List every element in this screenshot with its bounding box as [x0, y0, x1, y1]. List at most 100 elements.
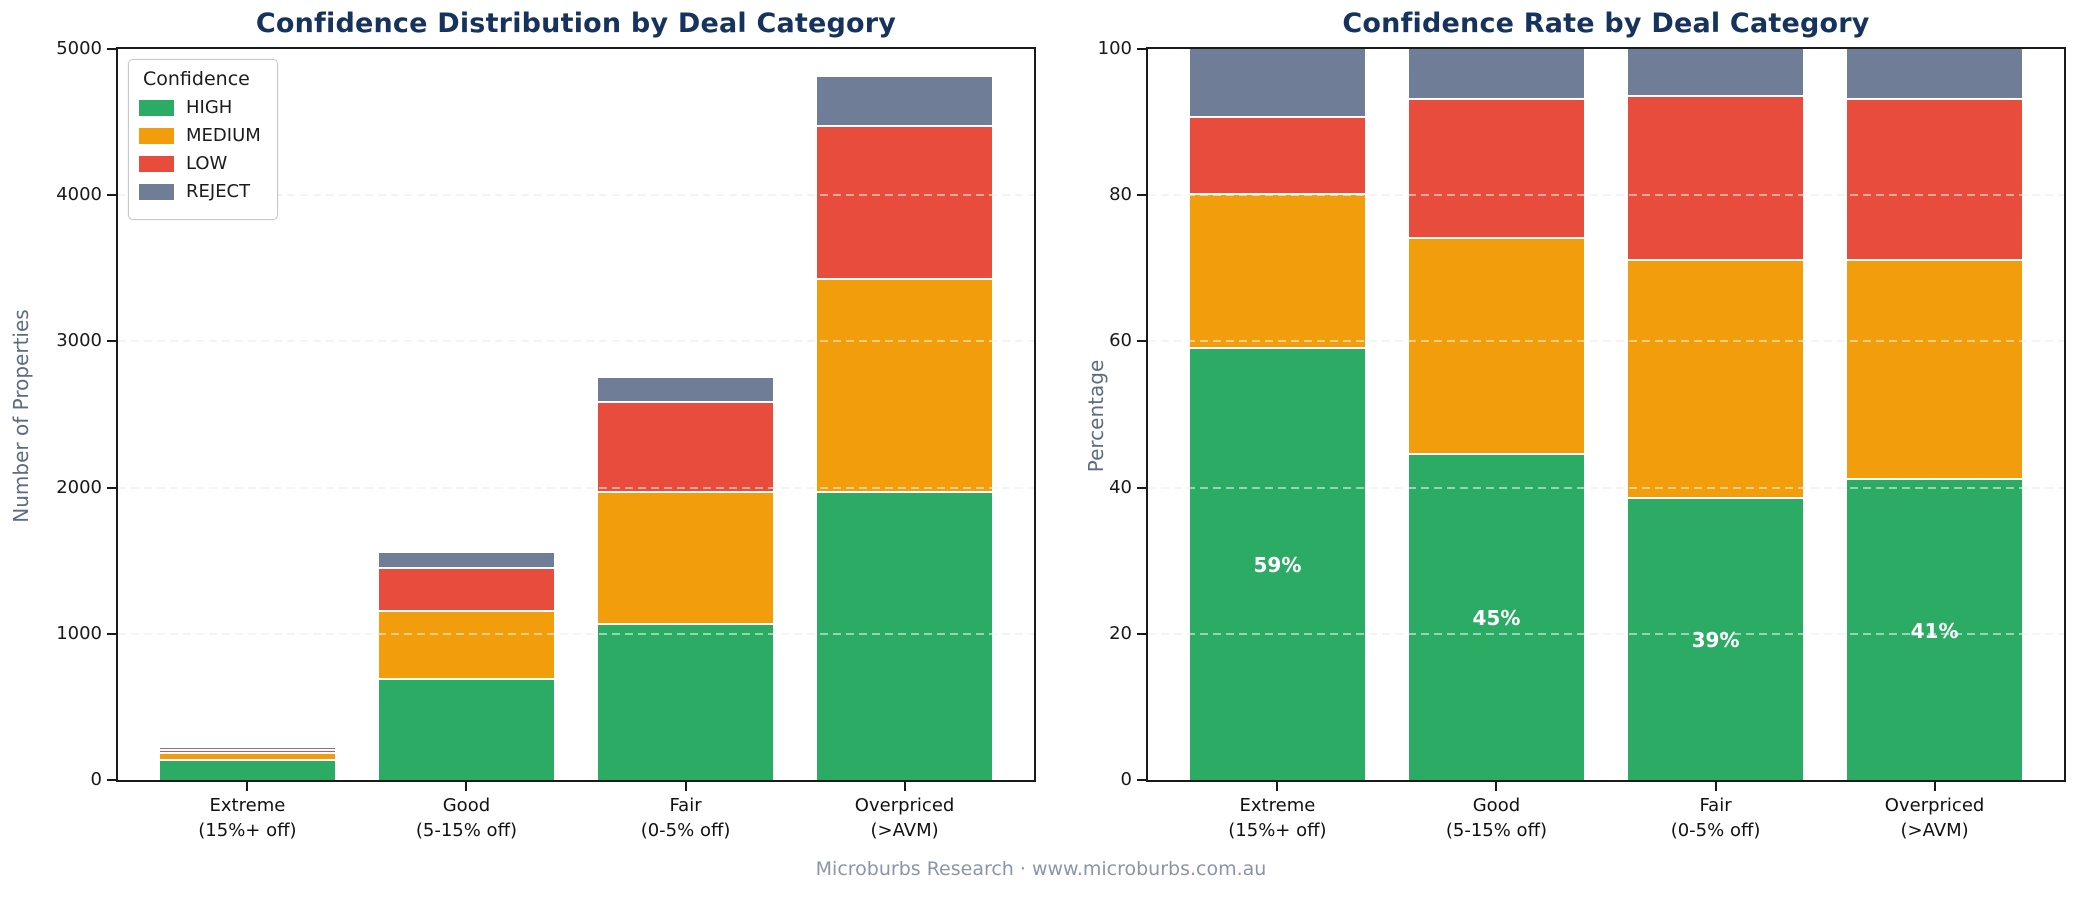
bar-segment-reject	[1847, 49, 2023, 101]
x-label-line2: (15%+ off)	[1228, 820, 1327, 841]
x-tick-mark-good	[465, 782, 468, 791]
x-label-fair: Fair (0-5% off)	[576, 793, 796, 843]
bar-overpriced	[1847, 49, 2023, 780]
legend-label-medium: MEDIUM	[186, 125, 261, 146]
y-tick-label-80: 80	[1109, 184, 1132, 206]
legend-item-low: LOW	[139, 153, 261, 174]
x-label-line1: Extreme	[209, 795, 286, 816]
y-tick-mark-5000	[107, 48, 116, 50]
bar-segment-low	[817, 126, 993, 281]
y-tick-label-40: 40	[1109, 476, 1132, 498]
reject-swatch-icon	[139, 183, 174, 200]
y-tick-label-100: 100	[1097, 38, 1132, 59]
y-tick-mark-60	[1137, 340, 1146, 343]
x-label-line2: (0-5% off)	[640, 820, 731, 841]
y-tick-label-0: 0	[1120, 769, 1132, 790]
x-label-line1: Overpriced	[1884, 795, 1985, 816]
attribution-footer: Microburbs Research · www.microburbs.com…	[815, 858, 1267, 880]
bar-good	[378, 553, 554, 780]
y-tick-label-5000: 5000	[56, 38, 102, 59]
high-swatch-icon	[139, 99, 174, 116]
low-swatch-icon	[139, 155, 174, 172]
rate-chart-title: Confidence Rate by Deal Category	[1342, 8, 1870, 39]
bar-segment-high	[598, 625, 774, 780]
y-tick-label-20: 20	[1109, 622, 1132, 644]
x-label-line2: (>AVM)	[1900, 820, 1969, 841]
legend-item-reject: REJECT	[139, 181, 261, 202]
x-label-line2: (5-15% off)	[1445, 820, 1547, 841]
bar-segment-reject	[1189, 49, 1365, 119]
bar-segment-low	[1189, 118, 1365, 196]
x-label-extreme: Extreme (15%+ off)	[137, 793, 357, 843]
bar-segment-low	[1628, 96, 1804, 262]
bar-segment-medium	[1408, 239, 1584, 455]
legend-item-high: HIGH	[139, 97, 261, 118]
bar-segment-high	[1408, 454, 1584, 780]
x-tick-mark-good	[1495, 782, 1498, 791]
bar-segment-reject	[598, 377, 774, 403]
y-tick-label-1000: 1000	[56, 622, 102, 644]
x-label-line2: (>AVM)	[870, 820, 939, 841]
bar-segment-reject	[378, 553, 554, 569]
legend-title: Confidence	[143, 68, 250, 90]
distribution-chart-title: Confidence Distribution by Deal Category	[255, 8, 897, 39]
x-label-line2: (5-15% off)	[415, 820, 517, 841]
y-tick-mark-1000	[107, 632, 116, 635]
y-tick-mark-80	[1137, 194, 1146, 197]
y-tick-label-2000: 2000	[56, 476, 102, 498]
bar-segment-low	[159, 750, 335, 755]
x-label-line1: Fair	[669, 795, 702, 816]
y-tick-label-3000: 3000	[56, 330, 102, 352]
legend-label-reject: REJECT	[186, 181, 251, 202]
bar-segment-low	[378, 568, 554, 612]
bar-segment-low	[1847, 100, 2023, 261]
rate-plot-area: 59% 45% 39% 41%	[1146, 47, 2066, 782]
y-tick-mark-0	[107, 779, 116, 781]
x-label-overpriced: Overpriced (>AVM)	[795, 793, 1015, 843]
y-tick-mark-40	[1137, 486, 1146, 489]
percentage-label-overpriced: 41%	[1910, 619, 1959, 644]
x-tick-mark-fair	[684, 782, 687, 791]
bar-segment-reject	[159, 747, 335, 751]
distribution-plot-area: Confidence HIGH MEDIUM LOW REJECT	[116, 47, 1036, 782]
y-tick-mark-20	[1137, 632, 1146, 635]
bar-extreme	[1189, 49, 1365, 780]
y-tick-label-0: 0	[90, 769, 102, 790]
legend-item-medium: MEDIUM	[139, 125, 261, 146]
x-label-line1: Overpriced	[854, 795, 955, 816]
x-tick-mark-fair	[1714, 782, 1717, 791]
bar-segment-high	[1189, 348, 1365, 780]
y-tick-label-60: 60	[1109, 330, 1132, 352]
bar-segment-reject	[817, 76, 993, 127]
legend-label-low: LOW	[186, 153, 228, 174]
bar-segment-high	[817, 493, 993, 780]
bar-overpriced	[817, 76, 993, 780]
rate-plot-inner: 59% 45% 39% 41%	[1148, 49, 2064, 780]
bar-segment-medium	[1628, 261, 1804, 499]
distribution-y-axis-label: Number of Properties	[9, 309, 33, 523]
x-label-line1: Good	[1472, 795, 1521, 816]
bar-segment-medium	[598, 493, 774, 626]
bar-segment-high	[159, 761, 335, 780]
y-tick-mark-0	[1137, 779, 1146, 781]
percentage-label-good: 45%	[1472, 606, 1521, 631]
x-label-extreme: Extreme (15%+ off)	[1167, 793, 1387, 843]
x-label-line2: (0-5% off)	[1670, 820, 1761, 841]
x-label-good: Good (5-15% off)	[1386, 793, 1606, 843]
x-label-line1: Good	[442, 795, 491, 816]
bar-segment-medium	[159, 754, 335, 761]
x-tick-mark-extreme	[246, 782, 249, 791]
bar-segment-medium	[1189, 195, 1365, 349]
x-label-line1: Fair	[1699, 795, 1732, 816]
y-tick-mark-4000	[107, 194, 116, 197]
percentage-label-fair: 39%	[1691, 628, 1740, 653]
y-tick-mark-3000	[107, 340, 116, 343]
bar-segment-reject	[1408, 49, 1584, 101]
distribution-plot-inner	[118, 49, 1034, 780]
x-label-good: Good (5-15% off)	[356, 793, 576, 843]
bar-segment-medium	[817, 280, 993, 494]
medium-swatch-icon	[139, 127, 174, 144]
bar-extreme	[159, 747, 335, 780]
bar-fair	[598, 377, 774, 780]
